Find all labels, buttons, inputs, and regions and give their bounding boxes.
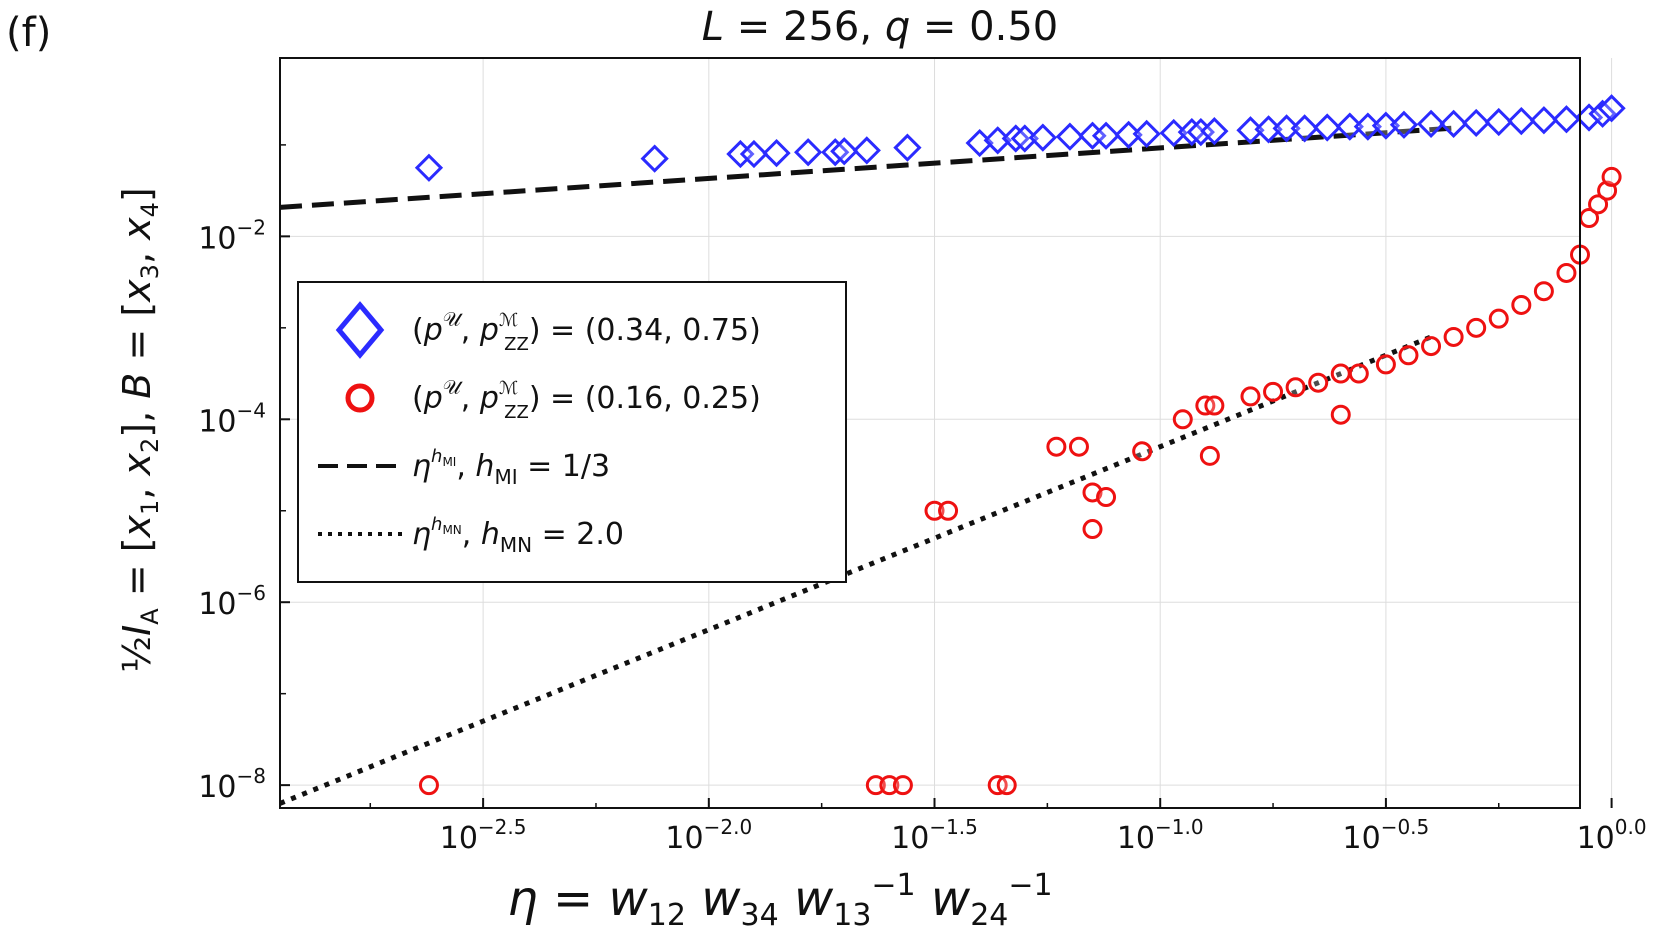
data-point-diamond xyxy=(1597,94,1626,123)
data-point-circle xyxy=(996,775,1017,796)
data-point-diamond xyxy=(762,139,791,168)
data-point-circle xyxy=(924,500,945,521)
legend-diamond-marker xyxy=(335,301,385,359)
data-point-circle xyxy=(938,500,959,521)
data-point-diamond xyxy=(1484,107,1513,137)
data-point-circle xyxy=(1443,326,1464,347)
fit-line-dotted xyxy=(279,334,1432,806)
y-tick-label: 10−2 xyxy=(198,215,266,256)
data-point-diamond xyxy=(1186,117,1215,147)
data-point-circle xyxy=(1375,354,1396,375)
data-point-circle xyxy=(1533,281,1554,302)
legend-item-dashed: ηhMI, hMI = 1/3 xyxy=(318,446,610,489)
x-tick-label: 10−0.5 xyxy=(1343,815,1430,856)
legend-box xyxy=(297,281,847,583)
x-tick-label: 10−2.0 xyxy=(665,815,752,856)
x-axis-label: η = w12 w34 w13−1 w24−1 xyxy=(507,851,1052,934)
data-point-diamond xyxy=(1177,117,1206,147)
y-tick-label: 10−6 xyxy=(198,581,266,622)
data-point-diamond xyxy=(414,153,444,182)
data-point-diamond xyxy=(1313,113,1342,142)
data-point-circle xyxy=(1421,336,1442,357)
data-point-circle xyxy=(1096,487,1117,508)
data-point-diamond xyxy=(1389,110,1419,139)
fit-line-dashed xyxy=(279,125,1454,210)
legend-label-red: (p𝒰, pℳ ZZ) = (0.16, 0.25) xyxy=(412,375,761,423)
data-point-diamond xyxy=(893,133,922,162)
y-axis-label: ½IA = [x1, x2], B = [x3, x4] xyxy=(115,187,164,673)
data-point-diamond xyxy=(1200,117,1229,146)
data-point-diamond xyxy=(1055,122,1085,151)
legend-item-dotted: ηhMN, hMN = 2.0 xyxy=(318,514,624,557)
data-point-circle xyxy=(865,775,886,796)
plot-frame xyxy=(279,57,1581,809)
data-point-circle xyxy=(1308,372,1329,393)
legend-label-dashed: ηhMI, hMI = 1/3 xyxy=(412,446,610,489)
legend: (p𝒰, pℳ ZZ) = (0.34, 0.75) (p𝒰, pℳ ZZ) = (… xyxy=(297,281,847,583)
x-tick-label: 100.0 xyxy=(1577,815,1647,856)
data-point-circle xyxy=(1285,377,1306,398)
legend-item-red-circle: (p𝒰, pℳ ZZ) = (0.16, 0.25) xyxy=(345,375,761,423)
data-point-circle xyxy=(1466,317,1487,338)
y-tick-label: 10−4 xyxy=(198,398,266,439)
data-point-circle xyxy=(1132,441,1153,462)
data-point-diamond xyxy=(1439,109,1468,138)
x-tick-label: 10−1.5 xyxy=(891,815,978,856)
data-point-diamond xyxy=(1132,119,1161,149)
data-point-diamond xyxy=(1001,124,1030,153)
data-point-circle xyxy=(1172,409,1193,430)
data-point-diamond xyxy=(1507,106,1536,136)
data-point-circle xyxy=(1330,363,1351,384)
data-point-diamond xyxy=(1091,121,1121,150)
chart-title: L = 256, q = 0.50 xyxy=(702,4,1058,50)
data-point-diamond xyxy=(1416,109,1446,138)
data-point-circle xyxy=(1601,166,1622,187)
points-layer xyxy=(414,94,1626,796)
data-point-circle xyxy=(1398,345,1419,366)
data-point-diamond xyxy=(1529,106,1559,135)
data-point-diamond xyxy=(1588,99,1617,128)
tick-layer: 10−2.5 10−2.0 10−1.5 10−1.0 10−0.5 100.0 10−2 1… xyxy=(198,144,1647,856)
data-point-circle xyxy=(1204,395,1225,416)
x-tick-label: 10−2.5 xyxy=(440,815,527,856)
data-point-circle xyxy=(1588,194,1609,215)
data-point-circle xyxy=(1199,445,1220,466)
data-point-circle xyxy=(418,775,439,796)
panel-label: (f) xyxy=(6,10,52,56)
fit-layer xyxy=(279,125,1454,806)
data-point-diamond xyxy=(1028,123,1057,152)
data-point-diamond xyxy=(830,137,859,166)
data-point-diamond xyxy=(852,136,881,165)
legend-circle-marker xyxy=(345,383,375,413)
data-point-circle xyxy=(1511,294,1532,315)
data-point-circle xyxy=(1348,363,1369,384)
data-point-diamond xyxy=(794,138,823,167)
data-point-diamond xyxy=(640,144,669,173)
data-point-circle xyxy=(1240,386,1261,407)
data-point-circle xyxy=(879,775,900,796)
data-point-diamond xyxy=(739,139,769,169)
data-point-circle xyxy=(1082,519,1103,540)
data-point-diamond xyxy=(1552,105,1581,134)
legend-item-blue-diamond: (p𝒰, pℳ ZZ) = (0.34, 0.75) xyxy=(335,301,761,359)
data-point-circle xyxy=(1046,436,1067,457)
data-point-circle xyxy=(892,775,913,796)
data-point-circle xyxy=(1263,381,1284,402)
data-point-diamond xyxy=(1462,108,1491,138)
data-point-circle xyxy=(1330,404,1351,425)
legend-label-dotted: ηhMN, hMN = 2.0 xyxy=(412,514,624,557)
x-tick-label: 10−1.0 xyxy=(1117,815,1204,856)
legend-label-blue: (p𝒰, pℳ ZZ) = (0.34, 0.75) xyxy=(412,307,761,355)
y-tick-label: 10−8 xyxy=(198,764,266,805)
data-point-circle xyxy=(1068,436,1089,457)
data-point-circle xyxy=(1556,262,1577,283)
data-point-diamond xyxy=(1290,114,1319,143)
data-point-circle xyxy=(1488,308,1509,329)
